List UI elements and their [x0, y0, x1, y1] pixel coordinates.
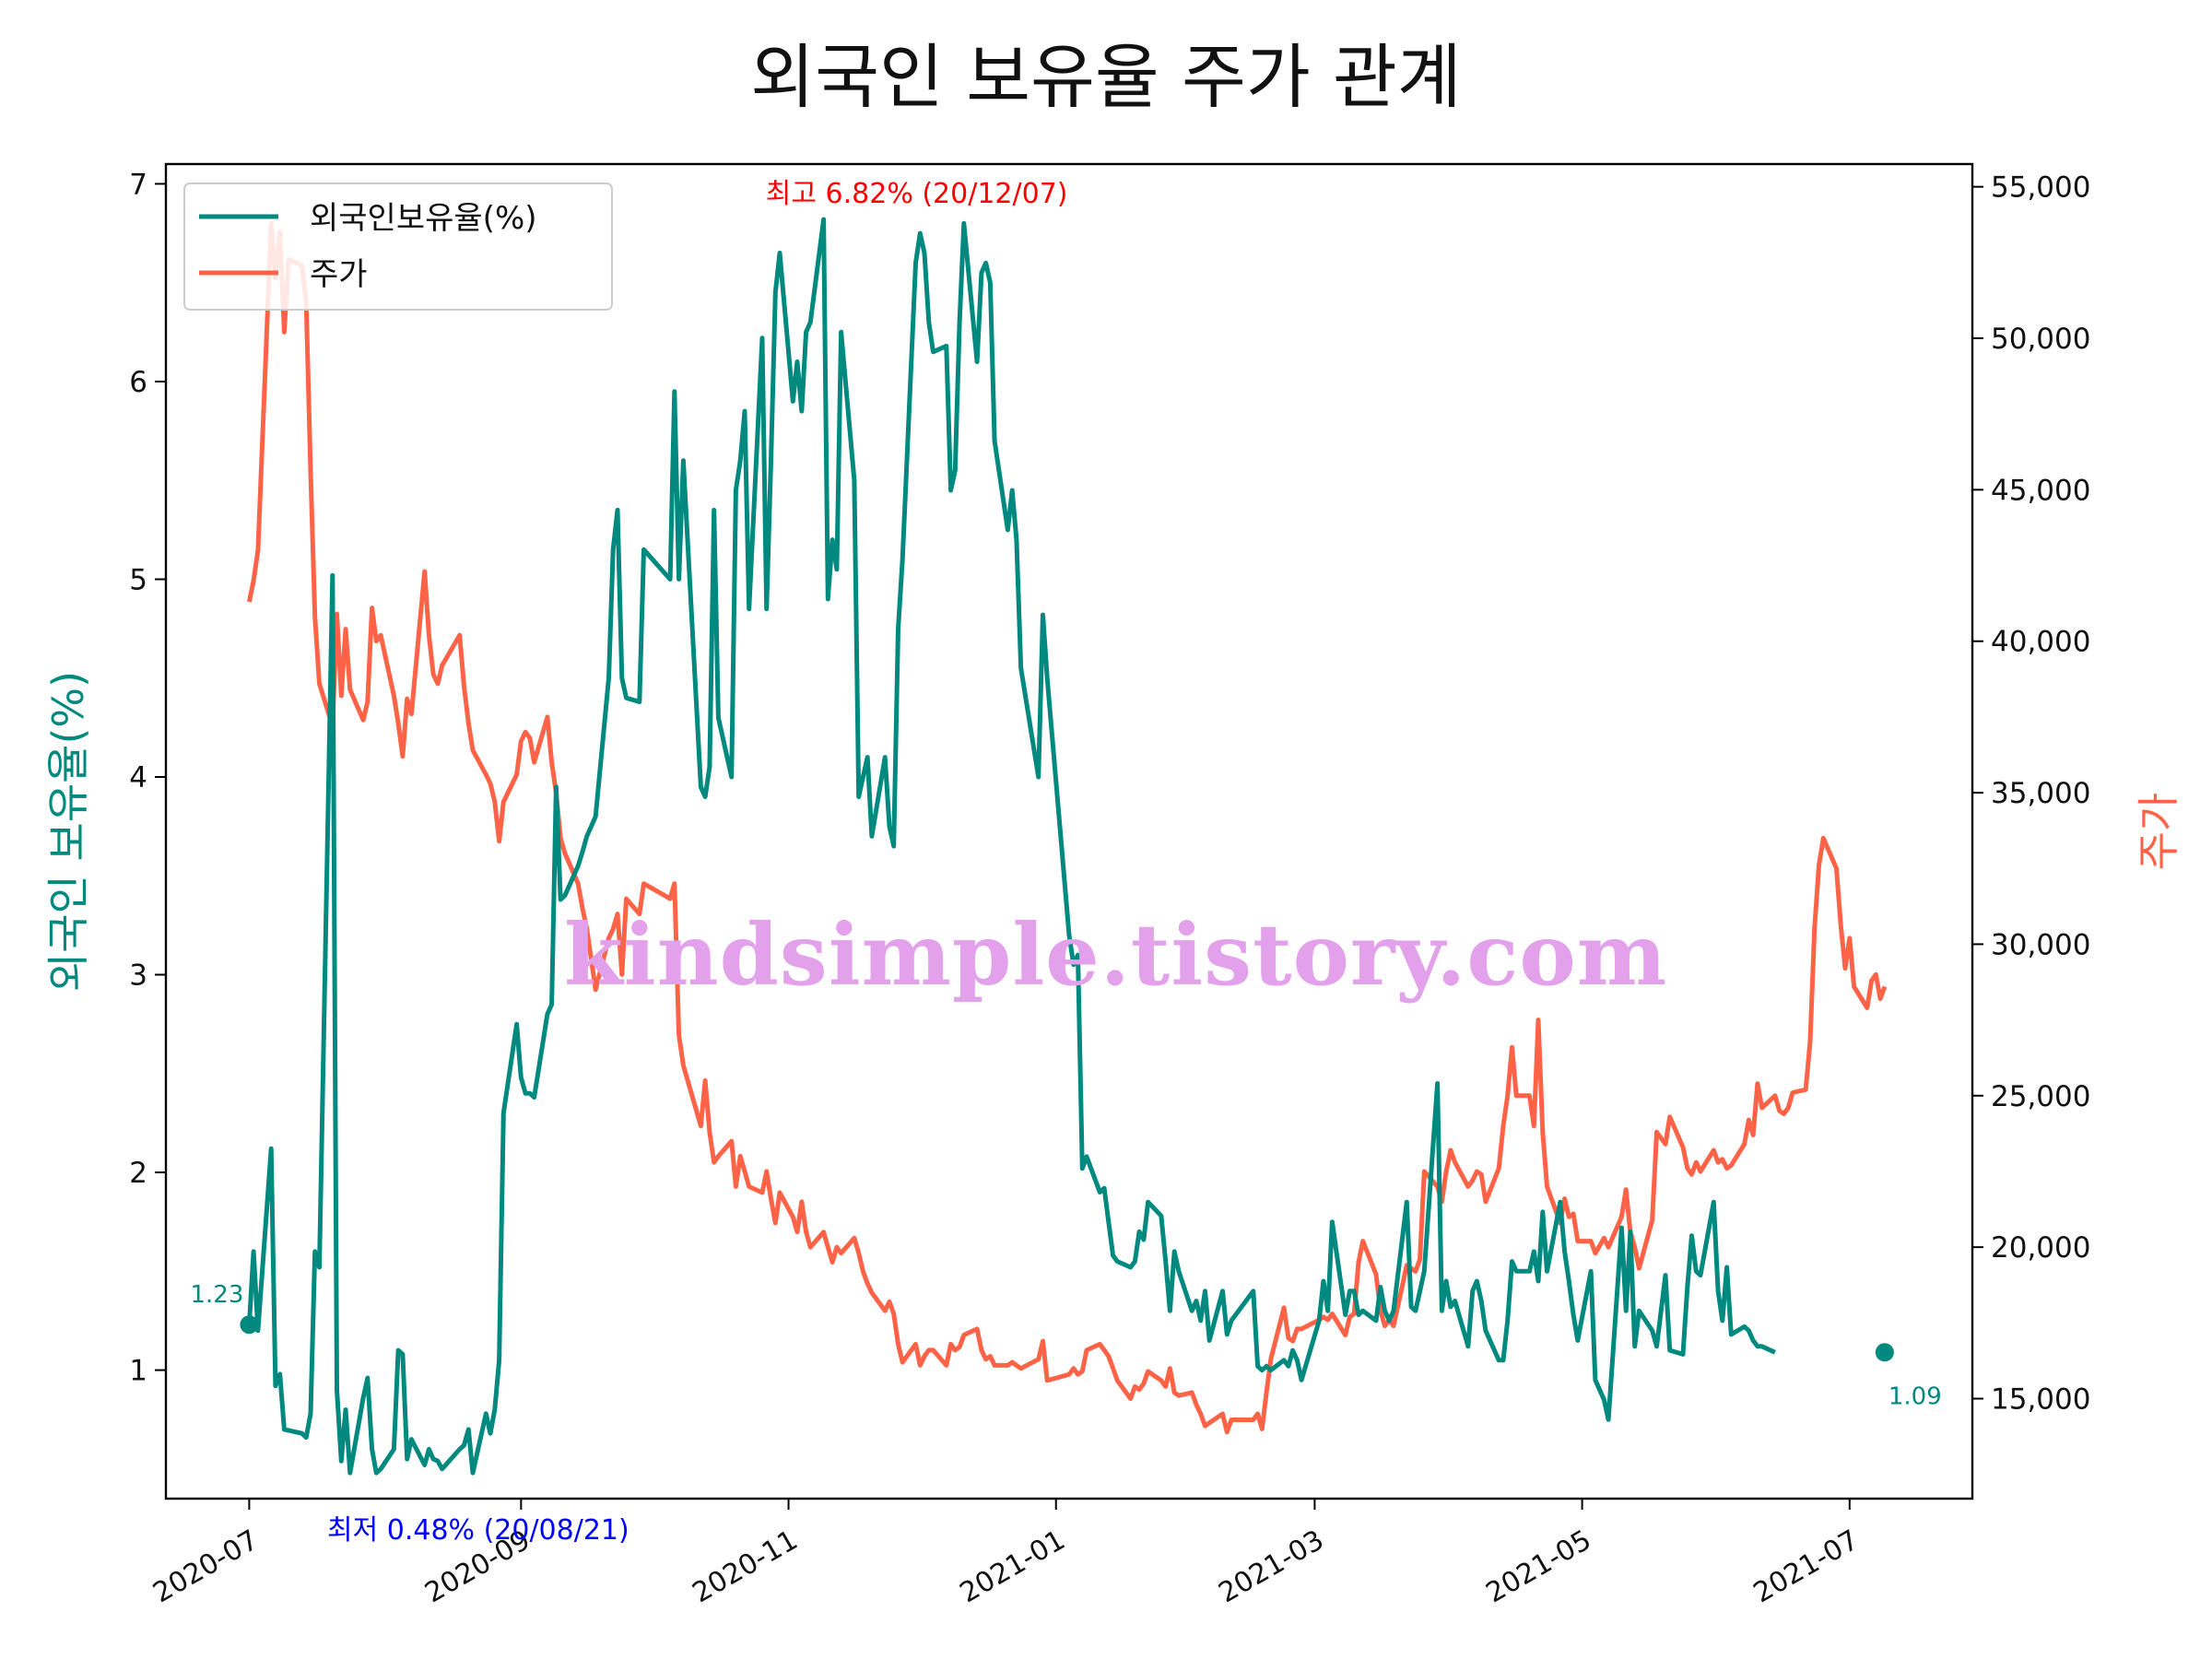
y-right-tick-label: 15,000	[1991, 1383, 2090, 1417]
y-left-tick-label: 6	[129, 366, 147, 399]
y-right-tick-label: 45,000	[1991, 474, 2090, 507]
legend[interactable]: 외국인보유율(%) 주가	[183, 182, 613, 311]
y-left-tick-label: 4	[129, 761, 147, 794]
chart-title: 외국인 보유율 주가 관계	[750, 36, 1462, 118]
price-series-line	[246, 220, 1888, 1435]
y-left-tick-label: 2	[129, 1157, 147, 1190]
end-point-marker	[1875, 1343, 1894, 1362]
y-left-tick-label: 1	[129, 1355, 147, 1388]
min-annotation: 최저 0.48% (20/08/21)	[327, 1514, 629, 1547]
legend-label-ownership: 외국인보유율(%)	[310, 200, 537, 237]
x-tick-label: 2021-01	[955, 1524, 1071, 1609]
y-right-tick-label: 20,000	[1991, 1231, 2090, 1265]
start-point-marker	[240, 1315, 259, 1335]
ownership-series-line	[246, 217, 1776, 1476]
x-tick-label: 2020-11	[687, 1524, 803, 1609]
x-tick-label: 2021-03	[1213, 1524, 1329, 1609]
legend-label-price: 주가	[310, 256, 368, 293]
y-right-tick-label: 30,000	[1991, 928, 2090, 961]
series-layer	[246, 217, 1888, 1476]
y-right-tick-label: 55,000	[1991, 171, 2090, 205]
start-value-label: 1.23	[190, 1281, 243, 1309]
legend-box	[183, 182, 613, 311]
y-right-tick-label: 40,000	[1991, 626, 2090, 659]
y-axis-left-label: 외국인 보유율(%)	[43, 671, 93, 992]
y-left-tick-label: 7	[129, 168, 147, 201]
watermark: kindsimple.tistory.com	[564, 905, 1668, 1005]
y-axis-right-label: 주가	[2134, 793, 2183, 871]
y-axis-right: 15,000 20,000 25,000 30,000 35,000 40,000 45,0…	[1972, 171, 2090, 1417]
y-left-tick-label: 5	[129, 563, 147, 596]
x-tick-label: 2021-07	[1748, 1524, 1865, 1609]
y-left-tick-label: 3	[129, 959, 147, 993]
y-axis-left: 1 2 3 4 5 6 7	[129, 168, 166, 1388]
x-tick-label: 2021-05	[1481, 1524, 1597, 1609]
y-right-tick-label: 25,000	[1991, 1080, 2090, 1113]
annotation-layer: 1.23 1.09 최고 6.82% (20/12/07) 최저 0.48% (20/…	[190, 178, 1941, 1547]
x-tick-label: 2020-07	[147, 1524, 264, 1609]
max-annotation: 최고 6.82% (20/12/07)	[766, 178, 1068, 210]
end-value-label: 1.09	[1888, 1382, 1942, 1410]
y-right-tick-label: 50,000	[1991, 323, 2090, 356]
y-right-tick-label: 35,000	[1991, 777, 2090, 810]
plot-frame	[164, 162, 1974, 1500]
